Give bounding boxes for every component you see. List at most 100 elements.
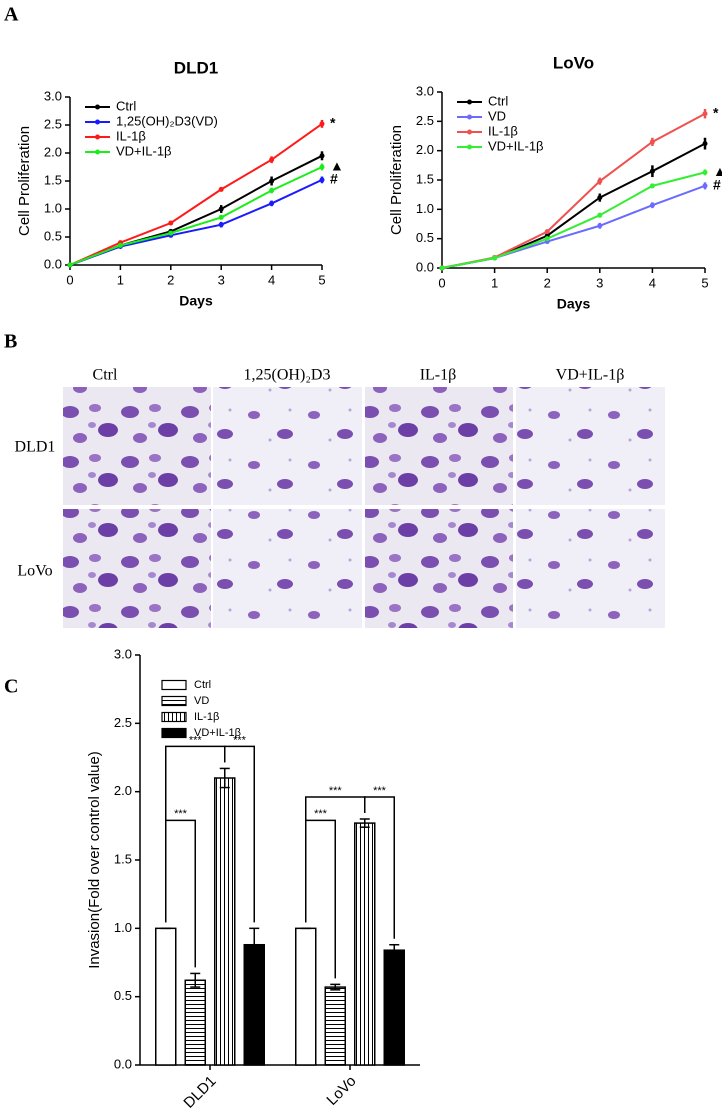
column-label: VD+IL-1β: [556, 367, 625, 384]
y-tick-label: 0.0: [416, 259, 434, 274]
legend-marker: [467, 114, 472, 120]
legend-marker: [95, 149, 100, 155]
column-label: 1,25(OH)₂D3: [244, 367, 331, 384]
data-point: [67, 262, 73, 268]
x-tick-label: 3: [596, 275, 603, 290]
x-tick-label: 0: [438, 275, 445, 290]
data-point: [168, 230, 174, 236]
y-tick-label: 0.5: [416, 230, 434, 245]
series-line: [69, 123, 323, 266]
legend-swatch: [161, 711, 187, 723]
data-point: [319, 153, 325, 159]
micrograph-image: [516, 387, 665, 505]
series-line: [69, 178, 323, 266]
micrograph-image: [213, 387, 362, 505]
significance-mark: *: [713, 104, 719, 120]
data-point: [649, 139, 655, 145]
y-tick-label: 0.0: [114, 1056, 132, 1071]
data-point: [218, 186, 224, 192]
y-axis-label: Invasion(Fold over control value): [86, 751, 103, 969]
y-axis-label: Cell Proliferation: [16, 126, 33, 236]
data-point: [218, 222, 224, 228]
micrograph-image: [365, 387, 513, 505]
legend-marker: [95, 104, 100, 110]
y-axis-label: Cell Proliferation: [388, 125, 405, 235]
legend-label: IL-1β: [194, 711, 219, 723]
y-tick-label: 2.5: [44, 116, 62, 131]
legend-swatch: [161, 727, 187, 739]
y-tick-label: 3.0: [114, 646, 132, 661]
y-tick-label: 2.0: [44, 144, 62, 159]
legend-label: VD+IL-1β: [488, 138, 544, 153]
data-point: [168, 220, 174, 226]
legend-label: 1,25(OH)₂D3(VD): [116, 113, 218, 128]
legend-marker: [95, 119, 100, 125]
data-point: [439, 265, 445, 271]
legend-label: VD+IL-1β: [194, 727, 241, 739]
data-point: [269, 200, 275, 206]
legend-swatch: [161, 695, 187, 707]
row-label: DLD1: [15, 439, 56, 456]
legend-marker: [467, 99, 472, 105]
significance-mark: ▲: [713, 163, 722, 179]
x-tick-label: LoVo: [323, 1073, 359, 1109]
data-point: [649, 168, 655, 174]
significance-label: ***: [329, 785, 343, 797]
x-axis-label: Days: [179, 293, 213, 309]
data-point: [544, 236, 550, 242]
data-point: [597, 223, 603, 229]
significance-mark: ▲: [330, 158, 344, 174]
legend-swatch: [161, 679, 187, 691]
legend-label: VD: [194, 695, 209, 707]
panel-label: B: [4, 331, 17, 353]
data-point: [218, 206, 224, 212]
significance-bracket: [364, 796, 395, 939]
data-point: [597, 195, 603, 201]
column-label: Ctrl: [93, 367, 118, 384]
data-point: [649, 183, 655, 189]
data-point: [269, 157, 275, 163]
data-point: [702, 169, 708, 175]
y-tick-label: 1.0: [114, 920, 132, 935]
x-tick-label: 5: [701, 275, 708, 290]
legend-label: Ctrl: [116, 98, 136, 113]
y-tick-label: 3.0: [44, 88, 62, 103]
data-point: [649, 202, 655, 208]
x-tick-label: 1: [491, 275, 498, 290]
data-point: [597, 178, 603, 184]
legend-label: IL-1β: [116, 128, 146, 143]
x-tick-label: 4: [268, 272, 275, 287]
significance-mark: *: [330, 115, 336, 131]
data-point: [544, 229, 550, 235]
series-line: [69, 166, 323, 266]
micrograph-image: [63, 509, 211, 628]
legend-label: Ctrl: [488, 93, 508, 108]
bar: [214, 777, 236, 1066]
micrograph-image: [365, 509, 513, 628]
y-tick-label: 1.5: [416, 171, 434, 186]
x-tick-label: DLD1: [180, 1073, 219, 1112]
significance-mark: #: [330, 171, 338, 187]
significance-label: ***: [373, 785, 387, 797]
y-tick-label: 0.5: [114, 988, 132, 1003]
bar: [295, 927, 317, 1066]
significance-label: ***: [314, 808, 328, 820]
bar: [383, 949, 405, 1066]
x-tick-label: 3: [218, 272, 225, 287]
y-tick-label: 3.0: [416, 83, 434, 98]
significance-label: ***: [233, 734, 247, 746]
data-point: [492, 255, 498, 261]
x-axis-label: Days: [557, 296, 591, 312]
legend-marker: [467, 129, 472, 135]
legend-marker: [467, 144, 472, 150]
bar: [243, 943, 265, 1066]
x-tick-label: 0: [66, 272, 73, 287]
micrograph-grid: Ctrl 1,25(OH)₂D3 IL-1β VD+IL-1β DLD1 LoV…: [15, 367, 665, 628]
y-tick-label: 2.5: [416, 113, 434, 128]
y-tick-label: 1.5: [44, 172, 62, 187]
y-tick-label: 0.5: [44, 228, 62, 243]
series-line: [441, 112, 706, 269]
series-line: [441, 171, 706, 269]
y-tick-label: 2.0: [114, 783, 132, 798]
